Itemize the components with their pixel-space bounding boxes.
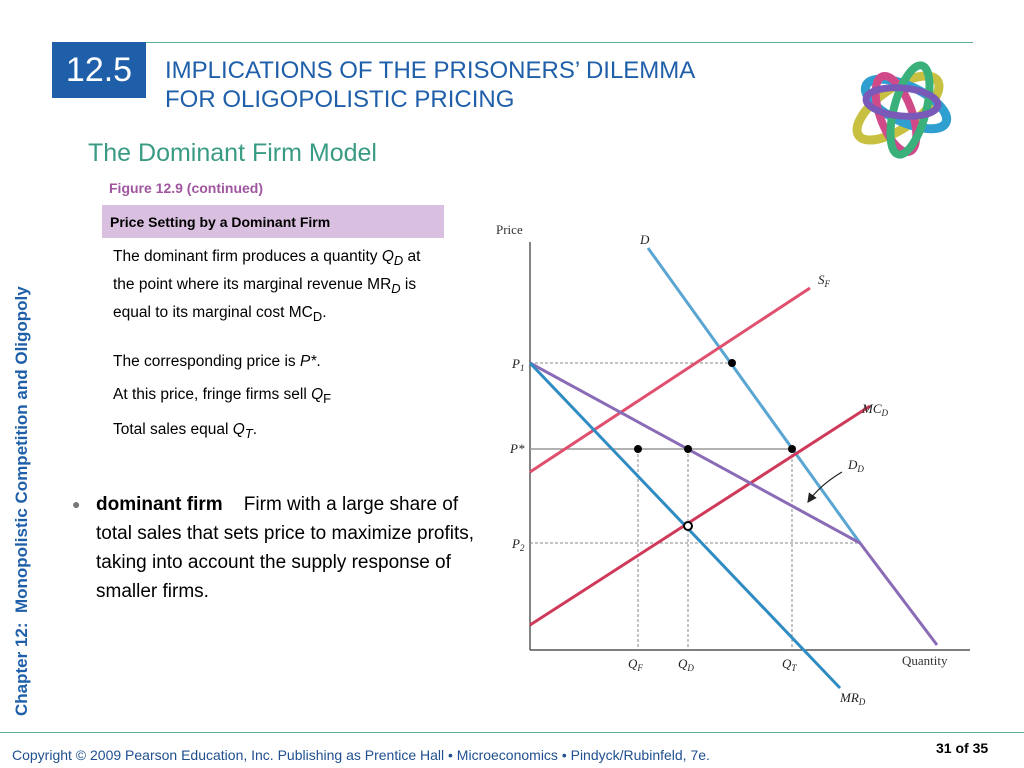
p1-qd-sub: D	[393, 253, 404, 269]
p1-text-a: The dominant firm produces a quantity	[113, 248, 382, 265]
slide-title-line-2: FOR OLIGOPOLISTIC PRICING	[165, 86, 515, 113]
figure-caption-text: Price Setting by a Dominant Firm	[110, 213, 331, 230]
p2-text-b: .	[316, 353, 321, 370]
tick-label-QT: QT	[782, 656, 797, 673]
curve-label-DD: DD	[847, 457, 864, 474]
explanation-paragraph-3: At this price, fringe firms sell QF	[113, 383, 443, 411]
point-pstar-on-dd	[684, 445, 692, 453]
dominant-demand-curve-DD	[529, 361, 939, 646]
p4-qt-symbol: Q	[232, 421, 245, 438]
p4-text-b: .	[252, 421, 258, 438]
p3-text-a: At this price, fringe firms sell	[113, 386, 312, 403]
explanation-paragraph-2: The corresponding price is P*.	[113, 350, 443, 374]
section-number-badge: 12.5	[52, 42, 146, 98]
chapter-topic-label: Monopolistic Competition and Oligopoly	[12, 286, 31, 614]
point-mr-equals-mc	[683, 521, 693, 531]
slide-title-line-1: IMPLICATIONS OF THE PRISONERS’ DILEMMA	[165, 57, 696, 84]
tick-label-Pstar: P*	[509, 441, 525, 456]
fringe-supply-curve-SF	[529, 286, 811, 474]
p2-text-a: The corresponding price is	[113, 353, 300, 370]
tick-label-QF: QF	[628, 656, 643, 673]
bullet-dot-icon: ●	[72, 496, 81, 512]
price-axis-label: Price	[496, 222, 523, 237]
slide-title: IMPLICATIONS OF THE PRISONERS’ DILEMMA F…	[165, 56, 805, 114]
footer-rule	[0, 732, 1024, 733]
figure-caption: Price Setting by a Dominant Firm	[102, 205, 444, 238]
p4-qt-sub: T	[244, 426, 253, 442]
definition-term: dominant firm	[96, 494, 223, 515]
dominant-firm-diagram: Price Quantity D SF MCD DD MRD P1 P* P2 …	[496, 222, 970, 707]
point-qt-on-demand	[788, 445, 796, 453]
p1-mc-sub: D	[312, 309, 323, 325]
figure-number: Figure 12.9 (continued)	[109, 180, 264, 196]
p3-qf-symbol: Q	[311, 386, 324, 403]
curve-label-SF: SF	[818, 272, 831, 289]
top-rule	[52, 42, 973, 43]
chapter-number-label: Chapter 12:	[12, 622, 31, 716]
chapter-side-label: Chapter 12: Monopolistic Competition and…	[7, 196, 37, 716]
copyright-footer: Copyright © 2009 Pearson Education, Inc.…	[12, 747, 710, 763]
p1-text-d: .	[322, 304, 327, 322]
quantity-axis-label: Quantity	[902, 653, 948, 668]
p1-qd-symbol: Q	[381, 248, 394, 265]
point-p1-on-demand	[728, 359, 736, 367]
definition-text: dominant firm Firm with a large share of…	[96, 490, 482, 606]
curve-label-MRD: MRD	[839, 690, 866, 707]
tick-label-P1: P1	[511, 356, 524, 373]
tick-label-P2: P2	[511, 536, 525, 553]
p1-text-c: is equal to its marginal cost MC	[113, 276, 417, 322]
explanation-paragraph-1: The dominant firm produces a quantity QD…	[113, 245, 443, 329]
tick-label-QD: QD	[678, 656, 694, 673]
p4-text-a: Total sales equal	[113, 421, 233, 438]
curve-label-D: D	[639, 232, 650, 247]
page-number: 31 of 35	[936, 740, 989, 756]
p1-text-b: at the point where its marginal revenue …	[113, 248, 421, 294]
dd-pointer-arrow	[807, 471, 843, 503]
p3-qf-sub: F	[323, 391, 332, 407]
p2-price-symbol: P*	[299, 353, 317, 370]
point-qf-on-supply	[634, 445, 642, 453]
market-demand-curve-D	[646, 247, 862, 544]
slide-subtitle: The Dominant Firm Model	[88, 139, 377, 167]
definition-body: Firm with a large share of total sales t…	[96, 494, 475, 602]
rings-logo-icon	[852, 61, 952, 159]
explanation-paragraph-4: Total sales equal QT.	[113, 418, 443, 446]
dominant-mc-curve	[529, 404, 871, 627]
p1-mr-sub: D	[391, 281, 401, 297]
curve-label-MCD: MCD	[861, 401, 889, 418]
